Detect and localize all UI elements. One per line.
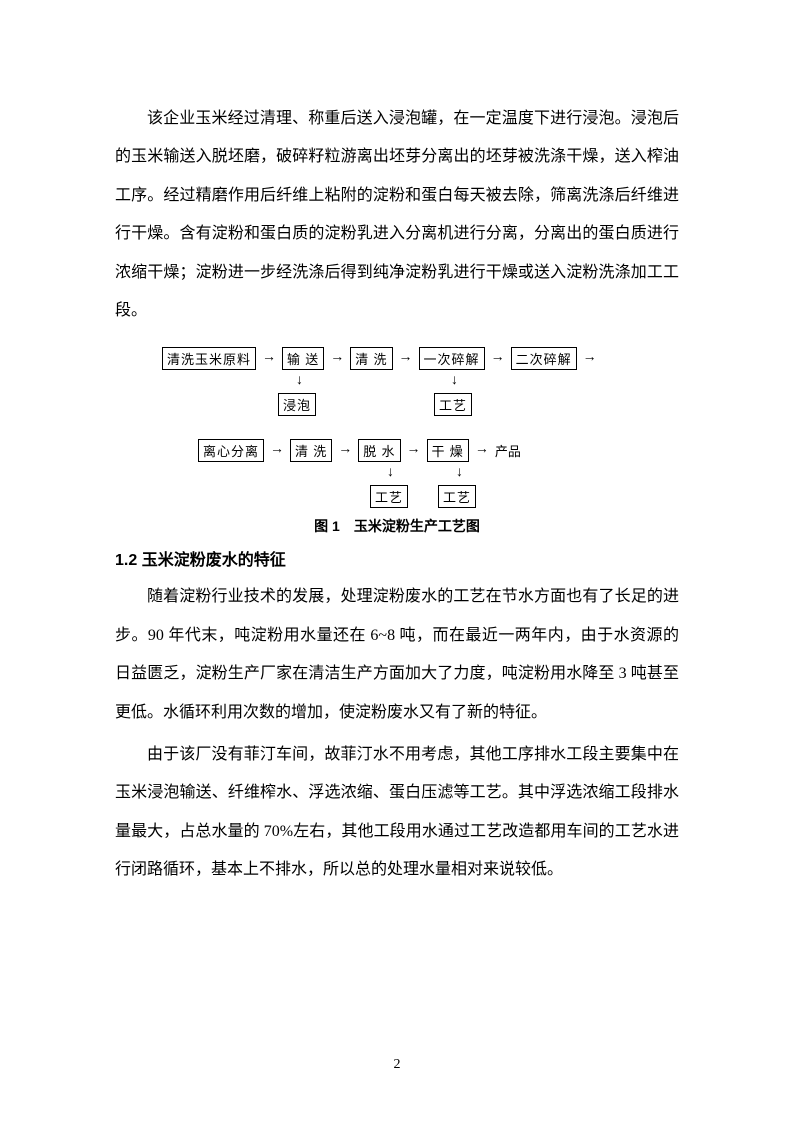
section-heading: 1.2 玉米淀粉废水的特征 (115, 546, 679, 570)
arrow-right-icon: → (338, 443, 352, 457)
arrow-right-icon: → (399, 351, 413, 365)
page-number: 2 (0, 1057, 794, 1073)
flow-row-3-down: ↓ ↓ (162, 464, 632, 482)
arrow-down-icon: ↓ (387, 466, 394, 480)
flow-row-4: 工艺 工艺 (162, 482, 632, 510)
flow-row-3: 离心分离 → 清 洗 → 脱 水 → 干 燥 → 产品 (162, 436, 632, 464)
paragraph-3: 由于该厂没有菲汀车间，故菲汀水不用考虑，其他工序排水工段主要集中在玉米浸泡输送、… (115, 736, 679, 890)
flow-box-process-a: 工艺 (434, 393, 472, 416)
arrow-right-icon: → (262, 351, 276, 365)
flow-label-product: 产品 (495, 441, 521, 460)
figure-caption: 图 1 玉米淀粉生产工艺图 (115, 516, 679, 536)
flow-box-wash: 清 洗 (350, 347, 392, 370)
arrow-down-icon: ↓ (456, 466, 463, 480)
flow-box-crush1: 一次碎解 (419, 347, 485, 370)
arrow-right-icon: → (491, 351, 505, 365)
flow-row-1: 清洗玉米原料 → 输 送 → 清 洗 → 一次碎解 → 二次碎解 → (162, 344, 632, 372)
paragraph-2: 随着淀粉行业技术的发展，处理淀粉废水的工艺在节水方面也有了长足的进步。90 年代… (115, 578, 679, 732)
arrow-right-icon: → (330, 351, 344, 365)
paragraph-1: 该企业玉米经过清理、称重后送入浸泡罐，在一定温度下进行浸泡。浸泡后的玉米输送入脱… (115, 100, 679, 330)
arrow-right-icon: → (270, 443, 284, 457)
flow-box-transport: 输 送 (282, 347, 324, 370)
flow-row-2: 浸泡 工艺 (162, 390, 632, 418)
arrow-down-icon: ↓ (296, 374, 303, 388)
flow-box-process-c: 工艺 (438, 485, 476, 508)
flow-box-dewater: 脱 水 (358, 439, 400, 462)
flowchart-container: 清洗玉米原料 → 输 送 → 清 洗 → 一次碎解 → 二次碎解 → ↓ ↓ 浸… (162, 344, 632, 510)
flow-row-1-down: ↓ ↓ (162, 372, 632, 390)
arrow-down-icon: ↓ (451, 374, 458, 388)
flow-box-process-b: 工艺 (370, 485, 408, 508)
flow-box-crush2: 二次碎解 (511, 347, 577, 370)
flow-box-soak: 浸泡 (278, 393, 316, 416)
flow-box-dry: 干 燥 (427, 439, 469, 462)
flow-box-centrifuge: 离心分离 (198, 439, 264, 462)
flow-box-raw-material: 清洗玉米原料 (162, 347, 256, 370)
flow-box-wash2: 清 洗 (290, 439, 332, 462)
arrow-right-icon: → (583, 351, 597, 365)
arrow-right-icon: → (475, 443, 489, 457)
arrow-right-icon: → (407, 443, 421, 457)
